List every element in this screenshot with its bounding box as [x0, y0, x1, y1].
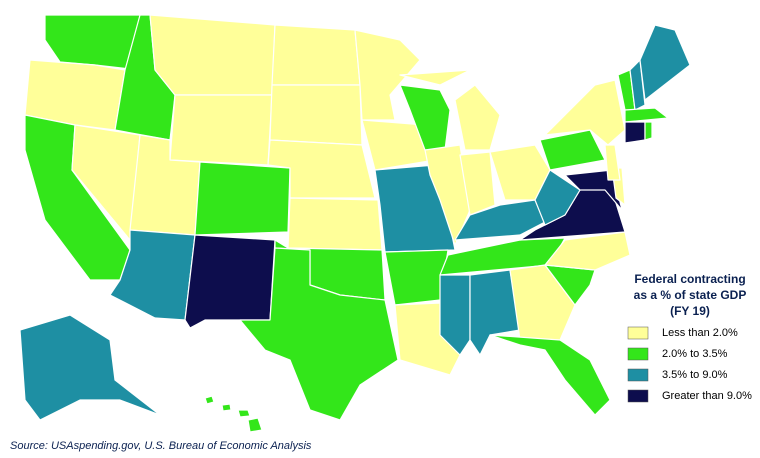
legend-label: 3.5% to 9.0% [662, 369, 728, 381]
state [287, 197, 383, 251]
state [237, 409, 251, 418]
state [194, 161, 291, 236]
state [269, 84, 363, 146]
state [644, 121, 653, 141]
legend-title: as a % of state GDP [634, 288, 747, 302]
state [384, 249, 449, 306]
state [544, 231, 631, 271]
state [604, 144, 621, 181]
legend-label: Less than 2.0% [662, 327, 738, 339]
state [539, 129, 606, 171]
legend-title: Federal contracting [634, 272, 745, 286]
state [271, 24, 361, 86]
legend-swatch [627, 368, 649, 382]
state [459, 151, 496, 216]
legend-title: (FY 19) [670, 304, 710, 318]
legend-swatch [627, 347, 649, 361]
source-note: Source: USAspending.gov, U.S. Bureau of … [10, 440, 312, 452]
state [184, 234, 276, 329]
state [439, 274, 471, 356]
legend-swatch [627, 326, 649, 340]
state [204, 395, 215, 405]
state [19, 314, 161, 421]
state [354, 29, 421, 121]
state [247, 417, 263, 433]
legend-swatch [627, 389, 649, 403]
state [624, 107, 669, 123]
state [169, 94, 273, 166]
legend: Federal contracting as a % of state GDP (F… [627, 272, 752, 403]
state [639, 24, 691, 101]
state [239, 247, 399, 421]
state [424, 144, 471, 246]
legend-label: 2.0% to 3.5% [662, 348, 728, 360]
state [544, 79, 626, 146]
state [399, 69, 471, 86]
state [489, 334, 611, 416]
state [221, 403, 232, 412]
state [454, 84, 501, 151]
state [149, 14, 276, 96]
legend-label: Greater than 9.0% [662, 390, 752, 402]
state [624, 121, 646, 144]
state-regions [19, 14, 691, 433]
